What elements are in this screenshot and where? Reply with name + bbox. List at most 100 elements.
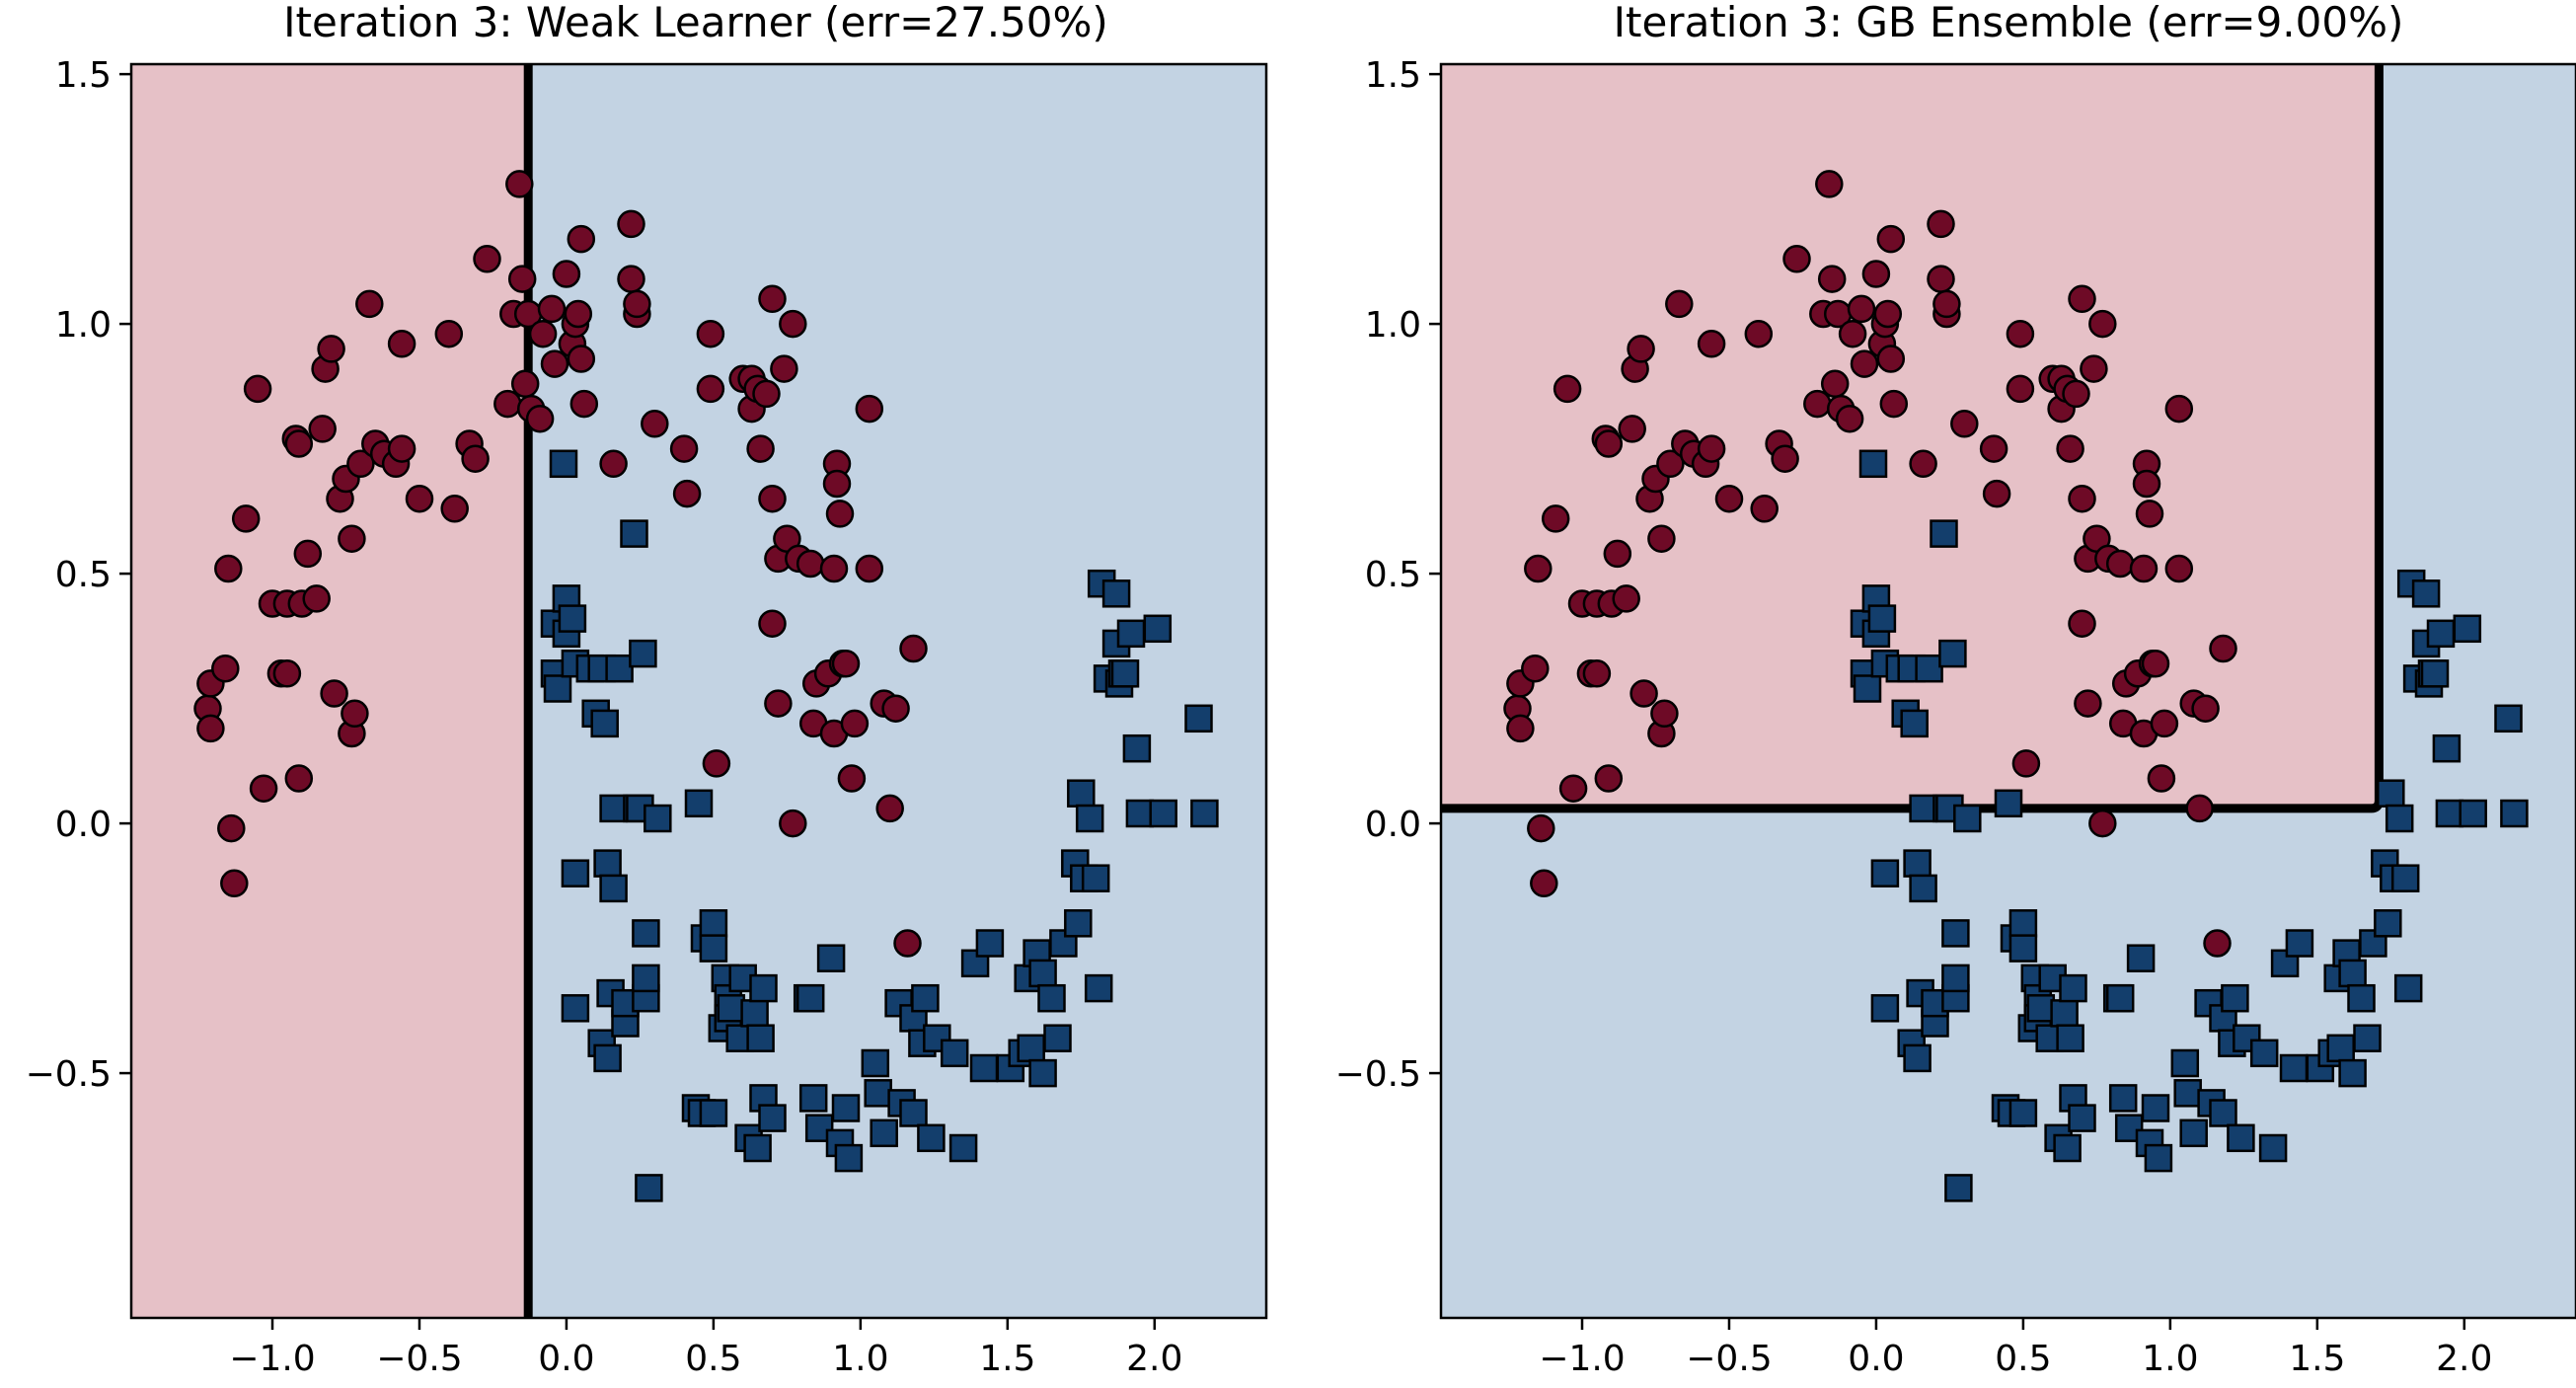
class0-point xyxy=(758,609,787,638)
x-tick-label: 0.0 xyxy=(538,1339,594,1379)
class0-point xyxy=(1979,434,2008,463)
class1-point xyxy=(870,1118,898,1148)
class1-point xyxy=(1938,639,1967,668)
y-tick-label: 1.5 xyxy=(55,55,112,96)
class0-point xyxy=(1876,224,1906,254)
y-tick-label: 1.5 xyxy=(1365,55,1421,96)
class0-point xyxy=(1594,429,1624,458)
class0-point xyxy=(1594,764,1624,793)
class0-point xyxy=(1847,294,1876,324)
class0-point xyxy=(617,265,645,293)
class0-point xyxy=(346,449,375,479)
class0-point xyxy=(217,813,246,843)
class1-point xyxy=(2008,909,2038,938)
class0-point xyxy=(1553,374,1582,404)
class0-point xyxy=(2062,379,2090,409)
class0-point xyxy=(2141,649,2170,678)
class1-point xyxy=(2173,1079,2202,1108)
left-chart-title: Iteration 3: Weak Learner (err=27.50%) xyxy=(283,0,1108,46)
class1-point xyxy=(1101,579,1131,608)
class1-point xyxy=(2432,733,2462,763)
class0-point xyxy=(641,410,669,438)
class0-point xyxy=(461,444,490,473)
class0-point xyxy=(1603,539,1632,569)
class1-point xyxy=(1143,614,1173,644)
class1-point xyxy=(2056,1024,2084,1052)
class0-point xyxy=(2068,484,2096,513)
class0-point xyxy=(1558,774,1588,803)
class1-point xyxy=(743,1133,772,1163)
class0-point xyxy=(355,289,384,319)
class0-point xyxy=(1982,479,2011,508)
class1-point xyxy=(1190,799,1219,828)
class0-point xyxy=(317,335,345,363)
class0-point xyxy=(405,484,434,513)
class0-point xyxy=(1629,679,1658,708)
class1-point xyxy=(1081,864,1110,892)
class0-point xyxy=(1627,335,1655,363)
class1-point xyxy=(1084,973,1113,1003)
class0-point xyxy=(2209,634,2237,663)
class0-point xyxy=(243,374,272,404)
class0-point xyxy=(1927,209,1955,239)
class0-point xyxy=(1697,434,1726,463)
class0-point xyxy=(764,689,793,718)
class1-point xyxy=(2435,799,2464,828)
class1-point xyxy=(2059,1084,2087,1113)
class1-point xyxy=(699,909,728,938)
class1-point xyxy=(1064,909,1093,938)
right-x-axis: −1.0 −0.5 0.0 0.5 1.0 1.5 2.0 xyxy=(1539,1318,2492,1379)
class1-point xyxy=(1037,983,1066,1013)
class0-point xyxy=(1850,349,1879,378)
class1-point xyxy=(1075,804,1104,833)
class0-point xyxy=(1506,714,1535,743)
class1-point xyxy=(2221,983,2249,1013)
class0-point xyxy=(537,294,567,324)
class0-point xyxy=(617,209,645,239)
class1-point xyxy=(2114,1114,2144,1142)
class0-point xyxy=(1909,449,1937,479)
class1-point xyxy=(1858,449,1888,479)
class1-point xyxy=(2385,804,2414,833)
class0-point xyxy=(2068,609,2096,638)
x-tick-label: −1.0 xyxy=(229,1339,315,1379)
class0-point xyxy=(1817,265,1847,293)
class0-point xyxy=(1744,319,1774,348)
class0-point xyxy=(2011,749,2041,778)
x-tick-label: 1.0 xyxy=(832,1339,888,1379)
class1-point xyxy=(1870,859,1900,887)
class1-point xyxy=(2008,934,2038,963)
class1-point xyxy=(861,1048,890,1078)
left-plot-area: −1.0 −0.5 0.0 0.5 1.0 1.5 2.0 −0.5 0.0 0.5 1.0 1.5 xyxy=(26,55,1268,1379)
class0-point xyxy=(758,484,787,513)
class0-point xyxy=(2164,554,2194,583)
class1-point xyxy=(561,994,590,1023)
class1-point xyxy=(635,1174,663,1202)
class1-point xyxy=(816,944,846,972)
class1-point xyxy=(2459,799,2487,828)
class1-point xyxy=(2285,929,2314,958)
class0-point xyxy=(2203,929,2232,958)
class0-point xyxy=(567,345,596,373)
class0-point xyxy=(272,659,302,688)
class1-point xyxy=(2008,1099,2038,1127)
x-tick-label: 1.5 xyxy=(2289,1339,2345,1379)
left-class0-points xyxy=(193,170,928,958)
right-axes-frame xyxy=(1439,62,2576,1320)
x-tick-label: −1.0 xyxy=(1539,1339,1625,1379)
class1-point xyxy=(917,1123,946,1153)
x-tick-label: 0.5 xyxy=(1995,1339,2051,1379)
class0-point xyxy=(899,634,928,663)
class0-point xyxy=(528,319,558,348)
class0-point xyxy=(1618,415,1646,443)
class0-point xyxy=(510,369,540,399)
class0-point xyxy=(819,554,849,583)
class0-point xyxy=(702,749,731,778)
y-tick-label: 0.5 xyxy=(55,555,112,595)
class1-point xyxy=(2141,1094,2170,1122)
x-tick-label: 2.0 xyxy=(2436,1339,2492,1379)
class1-point xyxy=(543,674,572,703)
y-tick-label: 0.0 xyxy=(55,805,112,845)
class1-point xyxy=(1028,959,1057,988)
